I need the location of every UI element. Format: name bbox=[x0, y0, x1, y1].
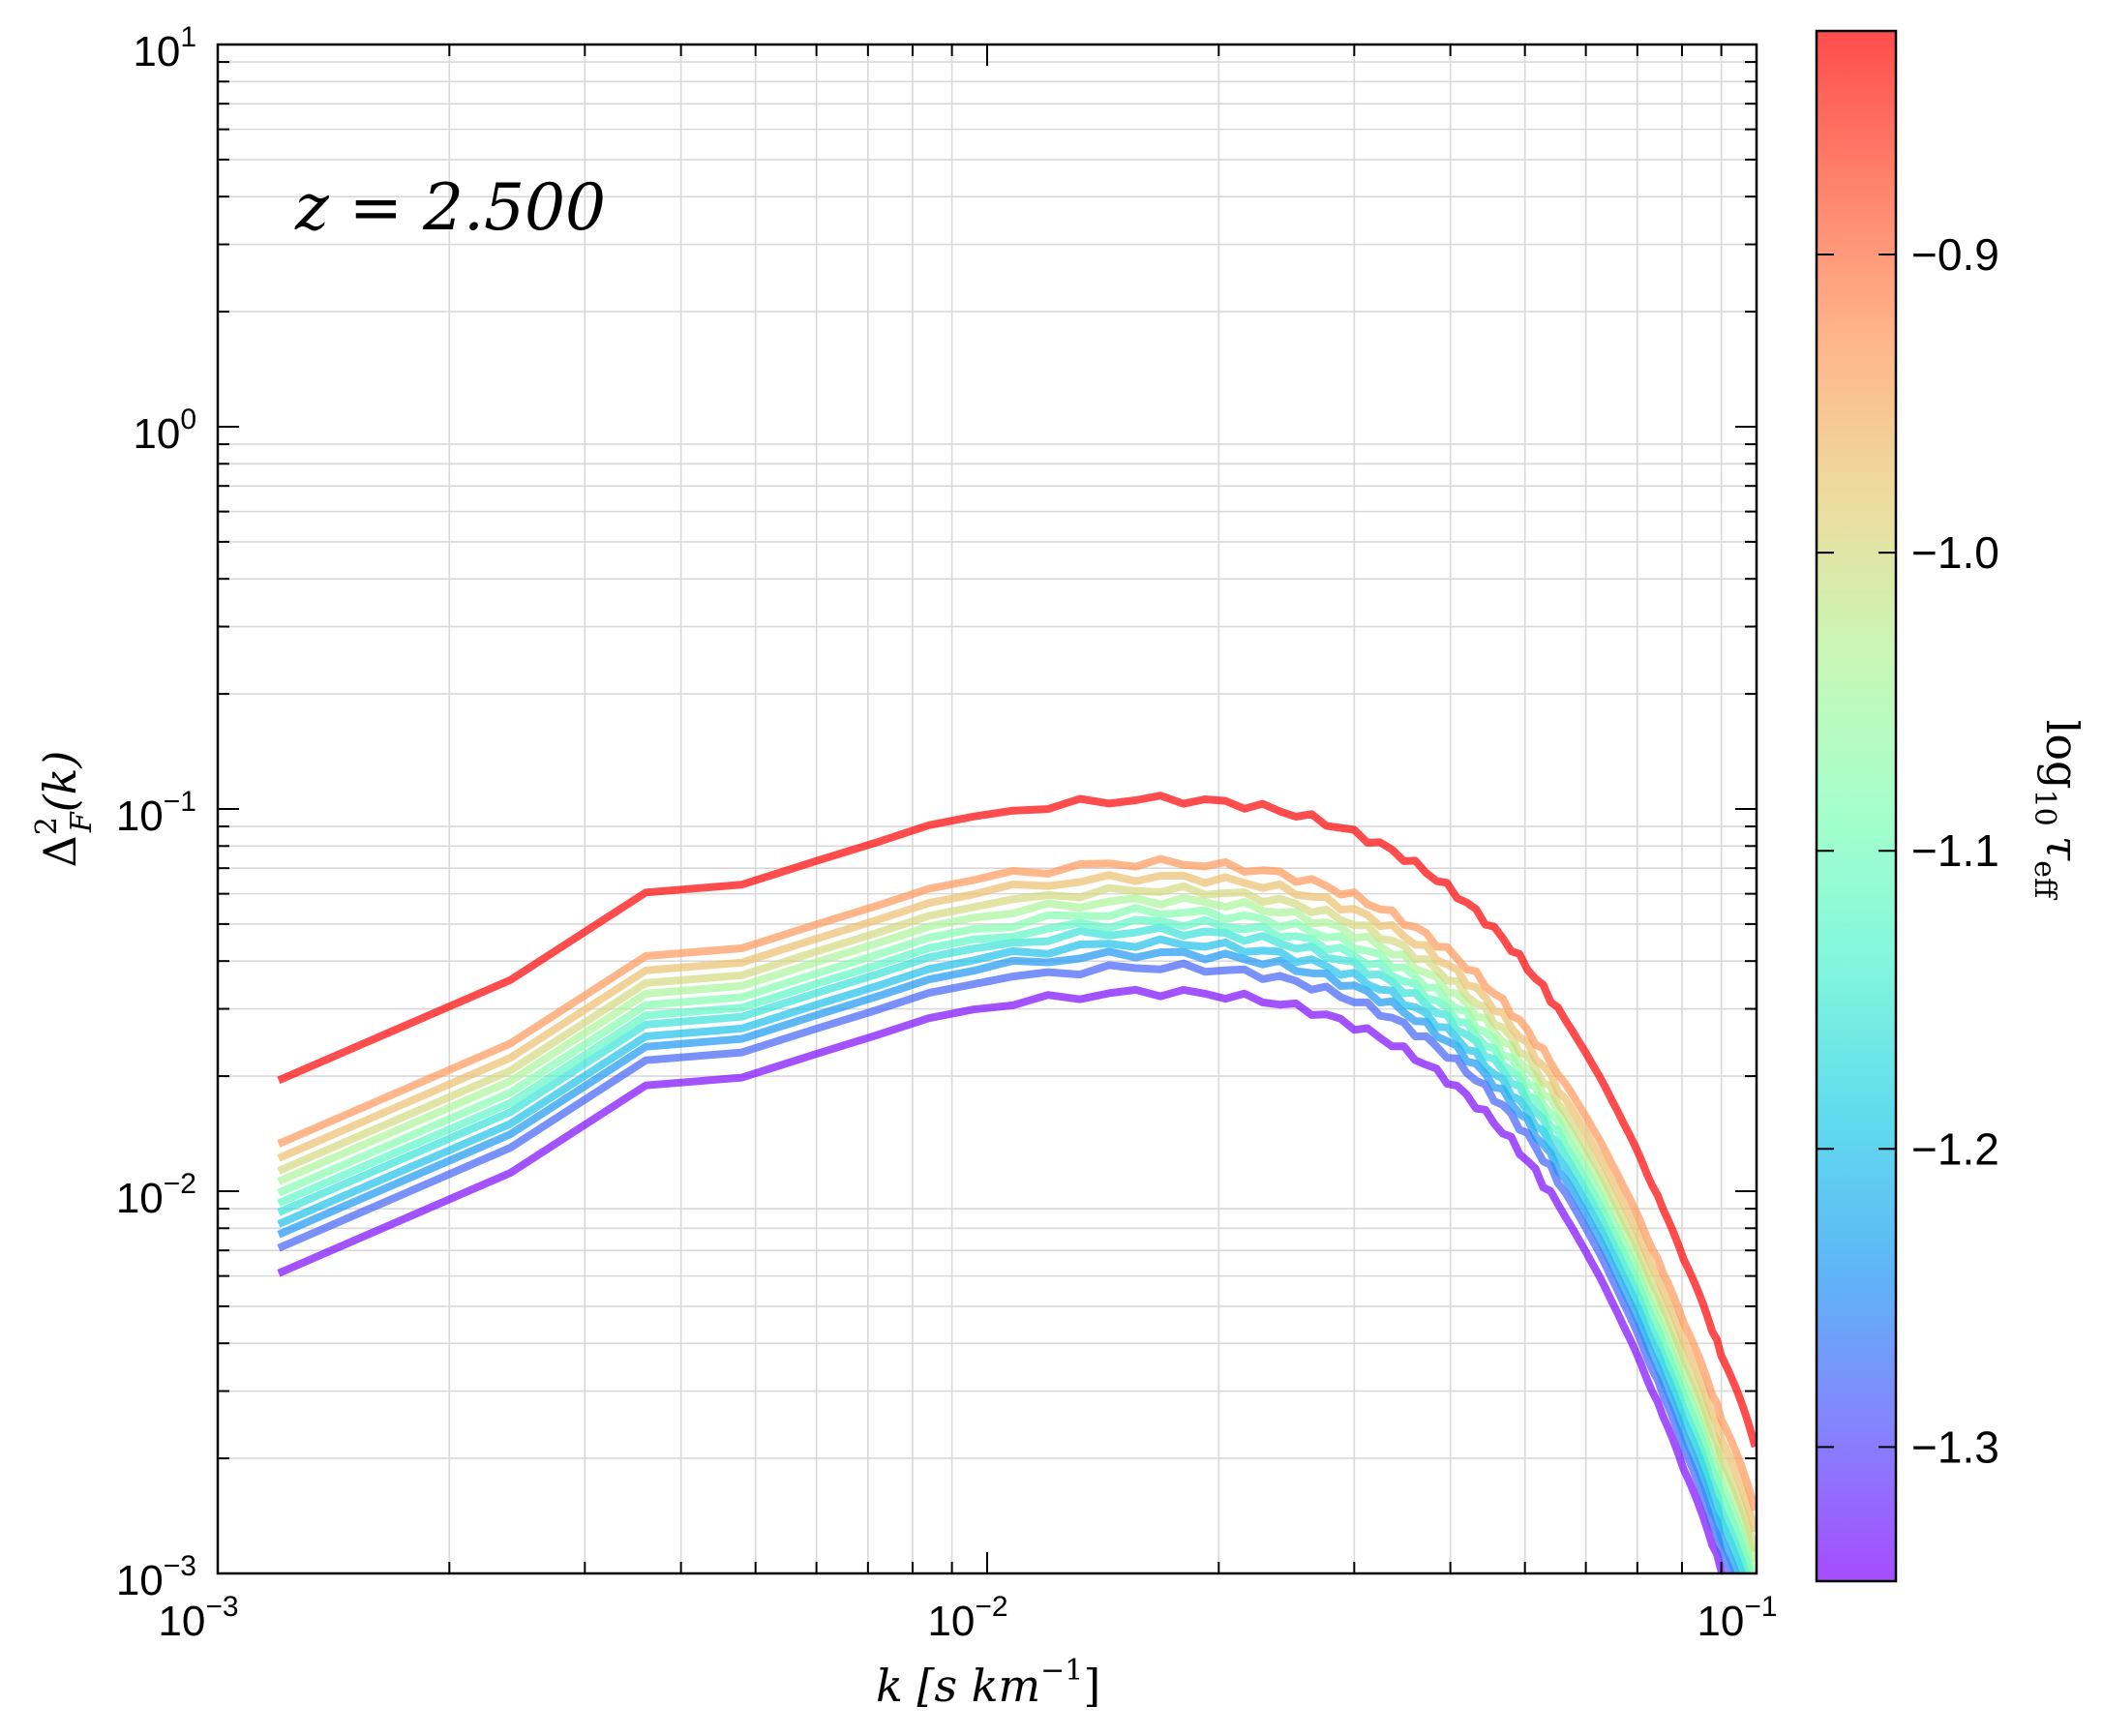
y-axis-label: Δ2F(k) bbox=[30, 751, 99, 868]
series-line bbox=[277, 935, 1747, 1573]
series-line bbox=[277, 923, 1751, 1573]
colorbar-label: log10 τeff bbox=[2028, 720, 2088, 901]
y-axis-label-tail: (k) bbox=[34, 751, 86, 813]
series-line bbox=[277, 871, 1757, 1533]
x-axis-label-close: ] bbox=[1083, 1660, 1100, 1712]
colorbar-tick-label: −1.2 bbox=[1911, 1123, 1999, 1174]
x-axis-label: k [s km−1] bbox=[876, 1654, 1100, 1712]
plot-frame bbox=[216, 43, 1758, 1575]
x-axis-label-sup: −1 bbox=[1040, 1654, 1083, 1688]
colorbar-tick-label: −1.3 bbox=[1911, 1422, 1999, 1472]
svg-text:Δ2F(k): Δ2F(k) bbox=[30, 751, 99, 868]
series-line bbox=[277, 904, 1757, 1573]
y-tick-label: 10−1 bbox=[116, 786, 196, 840]
redshift-annotation: z = 2.500 bbox=[294, 170, 606, 245]
series-line bbox=[277, 894, 1757, 1563]
y-axis-label-sup: 2 bbox=[30, 817, 64, 835]
colorbar-label-sub: 10 bbox=[2028, 790, 2061, 826]
x-axis-label-main: k [s km bbox=[876, 1660, 1040, 1712]
colorbar-tick-label: −1.0 bbox=[1911, 527, 1999, 578]
series-line bbox=[277, 854, 1757, 1512]
axis-ticks: 10−3 10−2 10−1 10−3 10−2 10−1 100 101 bbox=[116, 21, 1778, 1645]
x-tick-label: 10−3 bbox=[158, 1591, 238, 1645]
colorbar-tick-label: −0.9 bbox=[1911, 229, 1999, 280]
y-axis-label-delta: Δ bbox=[34, 835, 86, 867]
series-layer bbox=[277, 792, 1757, 1573]
svg-text:log10τeff: log10 τeff bbox=[2028, 720, 2088, 901]
y-tick-label: 10−3 bbox=[116, 1550, 196, 1604]
colorbar-label-tau: τ bbox=[2036, 836, 2088, 862]
colorbar: −0.9 −1.0 −1.1 −1.2 −1.3 bbox=[1815, 29, 1999, 1583]
series-line bbox=[277, 985, 1727, 1573]
colorbar-tick-label: −1.1 bbox=[1911, 825, 1999, 876]
colorbar-label-tau-sub: eff bbox=[2028, 860, 2061, 901]
y-axis-label-sub: F bbox=[65, 811, 99, 833]
colorbar-label-main: log bbox=[2036, 720, 2088, 790]
y-tick-label: 101 bbox=[133, 21, 196, 75]
x-tick-label: 10−2 bbox=[927, 1591, 1007, 1645]
colorbar-ticks: −0.9 −1.0 −1.1 −1.2 −1.3 bbox=[1817, 229, 1999, 1472]
x-tick-label: 10−1 bbox=[1697, 1591, 1777, 1645]
colorbar-gradient bbox=[1817, 31, 1896, 1581]
series-line bbox=[277, 792, 1757, 1449]
series-line bbox=[277, 959, 1735, 1573]
y-tick-label: 100 bbox=[133, 404, 196, 458]
y-tick-label: 10−2 bbox=[116, 1168, 196, 1222]
plot-grid bbox=[218, 45, 1757, 1573]
series-line bbox=[277, 882, 1757, 1553]
colorbar-frame bbox=[1815, 29, 1898, 1583]
